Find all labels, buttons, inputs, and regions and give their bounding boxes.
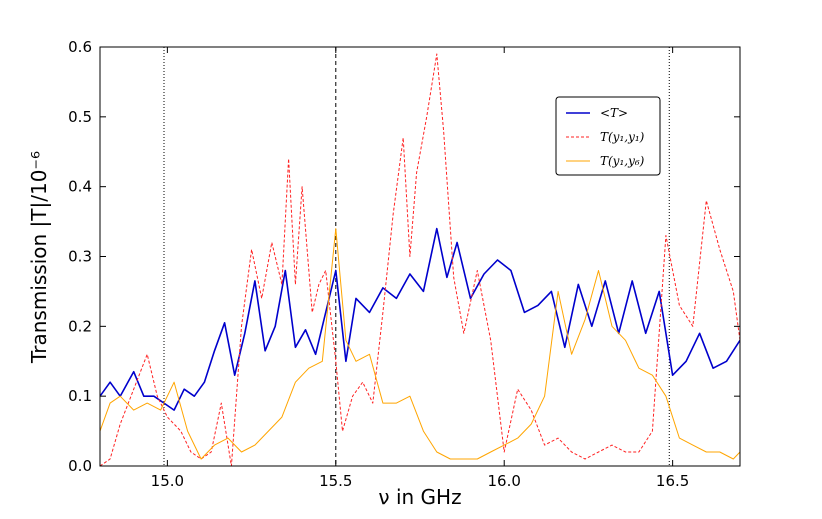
x-tick-label: 16.0: [488, 472, 521, 490]
y-tick-label: 0.3: [68, 248, 92, 266]
y-tick-label: 0.4: [68, 178, 92, 196]
x-axis-label: ν in GHz: [378, 485, 461, 509]
legend-box: [555, 96, 661, 176]
x-tick-label: 16.5: [656, 472, 689, 490]
axis-ticks: 15.0 15.5 16.0 16.5 0.0 0.1 0.2 0.3 0.4 0.5 0.6: [68, 38, 740, 490]
y-tick-label: 0.5: [68, 108, 92, 126]
legend: <T> T(y₁,y₁) T(y₁,y₆): [555, 96, 661, 176]
series-line-3: [100, 228, 740, 460]
y-axis-label: Transmission |T|/10⁻⁶: [27, 151, 51, 364]
legend-label-2: T(y₁,y₁): [600, 130, 645, 144]
x-tick-label: 15.5: [319, 472, 352, 490]
vertical-reference-lines: [163, 47, 670, 466]
y-tick-label: 0.2: [68, 317, 92, 335]
legend-label-3: T(y₁,y₆): [600, 154, 645, 168]
series-layer: [100, 53, 740, 466]
series-line-2: [100, 53, 740, 466]
x-tick-label: 15.0: [151, 472, 184, 490]
y-tick-label: 0.0: [68, 457, 92, 475]
y-tick-label: 0.6: [68, 38, 92, 56]
y-tick-label: 0.1: [68, 387, 92, 405]
legend-label-1: <T>: [600, 106, 628, 120]
series-line-1: [100, 227, 740, 411]
